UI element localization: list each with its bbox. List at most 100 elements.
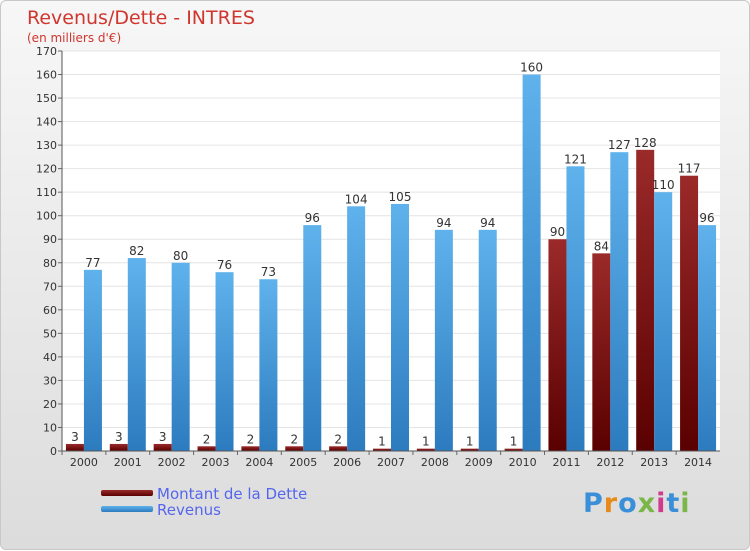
x-tick-label: 2010 — [509, 456, 537, 469]
debt-bar — [636, 149, 655, 451]
debt-bar — [153, 443, 172, 451]
revenue-value-label: 105 — [389, 190, 412, 204]
debt-bar — [329, 446, 348, 451]
revenue-bar — [566, 166, 585, 451]
y-tick-label: 20 — [43, 398, 57, 411]
debt-bar — [592, 253, 611, 451]
revenue-bar — [215, 272, 234, 451]
revenue-value-label: 127 — [608, 138, 631, 152]
y-tick-label: 130 — [36, 139, 57, 152]
revenue-bar — [391, 203, 409, 451]
y-tick-label: 40 — [43, 351, 57, 364]
revenue-value-label: 104 — [345, 192, 368, 206]
revenue-value-label: 76 — [217, 258, 232, 272]
revenue-bar — [654, 192, 673, 452]
y-tick-label: 170 — [36, 45, 57, 58]
y-tick-label: 90 — [43, 233, 57, 246]
debt-value-label: 2 — [203, 432, 211, 446]
debt-value-label: 3 — [71, 430, 79, 444]
revenue-value-label: 96 — [305, 211, 320, 225]
x-tick-label: 2006 — [333, 456, 361, 469]
debt-value-label: 2 — [247, 432, 255, 446]
debt-value-label: 90 — [550, 225, 565, 239]
y-tick-label: 110 — [36, 186, 57, 199]
revenue-value-label: 160 — [520, 61, 543, 75]
x-tick-label: 2004 — [245, 456, 273, 469]
debt-value-label: 84 — [594, 239, 609, 253]
debt-bar — [241, 446, 260, 451]
revenue-bar — [303, 225, 322, 451]
revenue-bar — [171, 262, 190, 451]
revenue-bar — [522, 74, 541, 451]
revenue-value-label: 121 — [564, 152, 587, 166]
y-tick-label: 30 — [43, 374, 57, 387]
x-tick-label: 2001 — [114, 456, 142, 469]
x-tick-label: 2000 — [70, 456, 98, 469]
revenue-bar — [610, 152, 629, 452]
revenue-bar — [83, 269, 102, 451]
chart-subtitle: (en milliers d'€) — [27, 31, 122, 45]
y-tick-label: 140 — [36, 116, 57, 129]
legend-swatch-revenue — [101, 506, 153, 512]
debt-bar — [109, 443, 128, 451]
x-tick-label: 2003 — [202, 456, 230, 469]
debt-bar — [197, 446, 216, 451]
revenue-value-label: 96 — [699, 211, 714, 225]
debt-value-label: 2 — [334, 432, 342, 446]
x-tick-label: 2012 — [596, 456, 624, 469]
x-tick-label: 2007 — [377, 456, 405, 469]
y-tick-label: 60 — [43, 304, 57, 317]
y-tick-label: 10 — [43, 421, 57, 434]
y-tick-label: 120 — [36, 163, 57, 176]
debt-bar — [504, 448, 523, 451]
revenue-value-label: 80 — [173, 249, 188, 263]
revenue-value-label: 110 — [652, 178, 675, 192]
proxiti-logo: Proxiti — [583, 488, 691, 519]
revenue-bar — [478, 229, 497, 451]
debt-bar — [373, 448, 391, 451]
debt-value-label: 1 — [422, 435, 430, 449]
x-tick-label: 2005 — [289, 456, 317, 469]
debt-bar — [285, 446, 304, 451]
debt-value-label: 3 — [115, 430, 123, 444]
debt-bar — [548, 239, 567, 451]
legend-swatch-debt — [101, 490, 153, 496]
revenue-bar — [434, 229, 453, 451]
revenue-bar — [127, 258, 146, 451]
debt-bar — [65, 443, 84, 451]
y-tick-label: 80 — [43, 257, 57, 270]
x-tick-label: 2009 — [465, 456, 493, 469]
x-tick-label: 2008 — [421, 456, 449, 469]
revenue-value-label: 77 — [85, 256, 100, 270]
y-tick-label: 160 — [36, 69, 57, 82]
chart-title: Revenus/Dette - INTRES — [27, 7, 255, 29]
debt-value-label: 1 — [378, 435, 386, 449]
y-tick-label: 50 — [43, 327, 57, 340]
debt-value-label: 1 — [510, 435, 518, 449]
debt-value-label: 3 — [159, 430, 167, 444]
debt-bar — [416, 448, 435, 451]
legend-label-debt: Montant de la Dette — [157, 485, 308, 503]
revenue-value-label: 94 — [436, 216, 451, 230]
revenue-value-label: 82 — [129, 244, 144, 258]
debt-bar — [680, 175, 699, 452]
x-tick-label: 2011 — [552, 456, 580, 469]
y-tick-label: 0 — [50, 445, 57, 458]
revenue-value-label: 94 — [480, 216, 495, 230]
y-tick-label: 100 — [36, 210, 57, 223]
debt-value-label: 117 — [678, 162, 701, 176]
revenue-value-label: 73 — [261, 265, 276, 279]
debt-value-label: 1 — [466, 435, 474, 449]
x-tick-label: 2002 — [158, 456, 186, 469]
y-tick-label: 70 — [43, 280, 57, 293]
revenue-bar — [347, 206, 366, 451]
revenue-bar — [259, 279, 278, 451]
y-tick-label: 150 — [36, 92, 57, 105]
legend-label-revenue: Revenus — [157, 501, 221, 519]
x-tick-label: 2013 — [640, 456, 668, 469]
debt-bar — [460, 448, 479, 451]
x-tick-label: 2014 — [684, 456, 712, 469]
revenue-bar — [698, 225, 717, 451]
